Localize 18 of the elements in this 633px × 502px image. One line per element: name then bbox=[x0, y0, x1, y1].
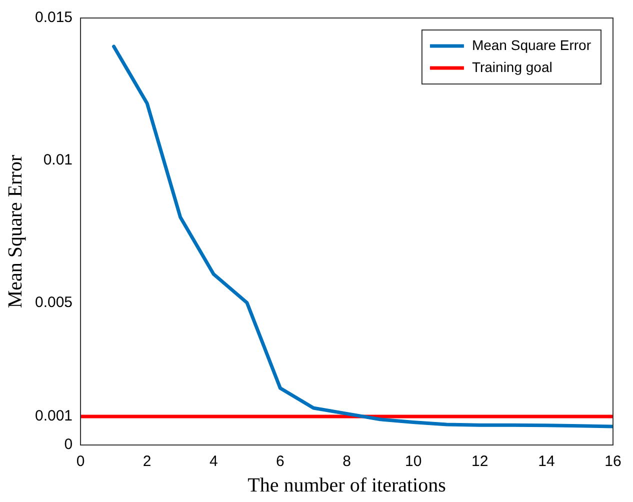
x-tick-label: 0 bbox=[76, 453, 85, 470]
x-tick-label: 16 bbox=[604, 453, 622, 470]
legend-label: Training goal bbox=[472, 58, 552, 75]
y-axis-title: Mean Square Error bbox=[4, 154, 26, 308]
y-tick-label: 0.01 bbox=[43, 151, 73, 168]
y-tick-label: 0.015 bbox=[34, 9, 73, 26]
x-tick-label: 4 bbox=[209, 453, 218, 470]
legend-label: Mean Square Error bbox=[472, 36, 592, 53]
x-tick-label: 6 bbox=[276, 453, 284, 470]
x-axis-title: The number of iterations bbox=[248, 474, 446, 496]
x-tick-label: 10 bbox=[404, 453, 422, 470]
y-tick-label: 0.001 bbox=[34, 408, 73, 425]
y-tick-label: 0 bbox=[64, 436, 73, 454]
x-tick-label: 2 bbox=[142, 453, 152, 470]
x-tick-label: 14 bbox=[538, 453, 555, 470]
x-tick-label: 12 bbox=[472, 453, 488, 470]
y-tick-label: 0.005 bbox=[34, 294, 73, 311]
x-tick-label: 8 bbox=[342, 453, 351, 470]
